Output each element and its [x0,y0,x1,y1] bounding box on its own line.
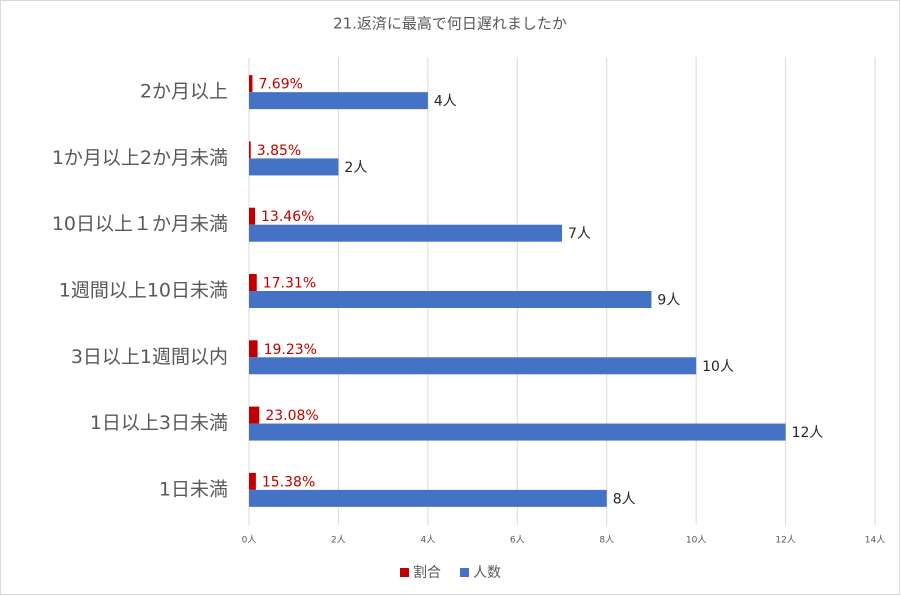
y-tick-label: 1日未満 [159,478,228,500]
chart-title: 21.返済に最高で何日遅れましたか [333,15,567,33]
data-label: 9人 [657,293,680,309]
data-label: 2人 [344,160,367,176]
bar [249,75,253,93]
data-label: 23.08% [265,408,318,424]
bar [249,207,256,225]
legend-swatch [400,568,409,577]
legend-label: 人数 [473,565,501,581]
data-label: 13.46% [261,209,314,225]
bar [249,357,697,375]
x-tick-label: 2人 [331,535,346,546]
y-tick-label: 1日以上3日未満 [90,412,228,434]
bar [249,340,258,358]
legend-label: 割合 [413,564,441,581]
bar [249,92,428,110]
bar [249,224,562,242]
y-tick-label: 1か月以上2か月未満 [52,147,228,169]
y-tick-label: 1週間以上10日未満 [59,280,228,302]
bar [249,141,251,159]
x-tick-label: 8人 [599,535,614,546]
bar [249,472,256,490]
data-label: 10人 [702,359,734,375]
x-tick-label: 0人 [242,535,257,546]
y-tick-label: 10日以上１か月未満 [52,213,228,235]
data-label: 7.69% [258,77,302,93]
bar [249,406,260,424]
x-tick-label: 10人 [686,535,706,546]
bar [249,291,652,308]
x-tick-label: 12人 [775,535,795,546]
x-tick-label: 6人 [510,535,525,546]
y-tick-label: 2か月以上 [140,81,228,103]
x-tick-label: 14人 [865,535,885,546]
data-label: 4人 [434,94,457,110]
bar [249,274,257,291]
data-label: 3.85% [257,143,301,159]
data-label: 7人 [568,226,591,242]
bar [249,489,607,507]
y-tick-label: 3日以上1週間以内 [71,346,228,368]
bar [249,158,339,176]
legend-swatch [460,568,469,577]
data-label: 12人 [792,425,824,441]
data-label: 19.23% [264,342,317,358]
x-tick-label: 4人 [420,535,435,546]
bar [249,423,786,441]
data-label: 8人 [613,491,636,507]
data-label: 17.31% [263,276,316,292]
data-label: 15.38% [262,474,315,490]
